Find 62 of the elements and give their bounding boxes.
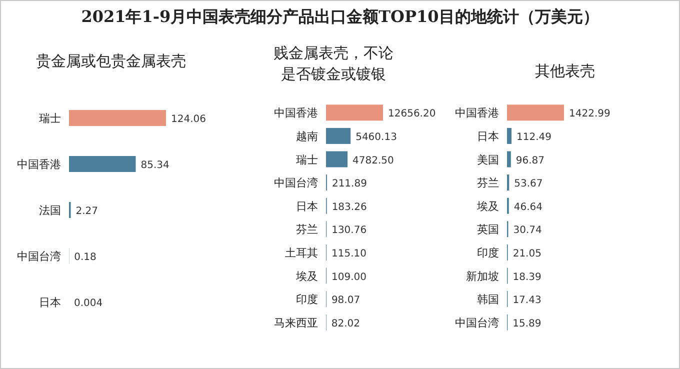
data-label: 85.34 bbox=[140, 160, 170, 171]
bar bbox=[69, 110, 166, 126]
y-tick-label: 日本 bbox=[296, 200, 318, 213]
data-label: 130.76 bbox=[332, 225, 367, 236]
data-label: 4782.50 bbox=[352, 155, 394, 166]
data-label: 96.87 bbox=[516, 155, 545, 166]
bar bbox=[326, 151, 348, 168]
data-label: 0.18 bbox=[74, 252, 96, 263]
bar bbox=[69, 156, 136, 172]
bar bbox=[507, 128, 512, 144]
bar bbox=[507, 151, 511, 168]
data-label: 53.67 bbox=[514, 178, 543, 190]
data-label: 115.10 bbox=[332, 248, 367, 260]
data-label: 21.05 bbox=[512, 248, 542, 260]
y-tick-label: 瑞士 bbox=[39, 112, 61, 125]
chart-subtitle: 贵金属或包贵金属表壳 bbox=[35, 51, 187, 72]
y-tick-label: 英国 bbox=[477, 223, 499, 236]
chart-subtitle: 其他表壳 bbox=[534, 61, 596, 82]
data-label: 5460.13 bbox=[356, 132, 397, 143]
y-tick-label: 中国台湾 bbox=[274, 176, 318, 190]
y-tick-label: 中国台湾 bbox=[17, 250, 61, 263]
y-tick-label: 法国 bbox=[39, 204, 61, 217]
data-label: 1422.99 bbox=[569, 108, 610, 120]
data-label: 18.39 bbox=[512, 272, 542, 283]
data-label: 17.43 bbox=[512, 295, 542, 306]
text: 2021年1-9月中国表壳细分产品出口金额TOP10目的地统计（万美元） bbox=[80, 7, 600, 28]
data-label: 211.89 bbox=[332, 178, 367, 190]
y-tick-label: 韩国 bbox=[477, 293, 499, 306]
y-tick-label: 埃及 bbox=[295, 270, 318, 283]
y-tick-label: 越南 bbox=[296, 130, 318, 143]
bar bbox=[507, 104, 564, 121]
chart-subtitle: 贱金属表壳，不论是否镀金或镀银 bbox=[272, 43, 394, 85]
bar bbox=[326, 128, 351, 144]
data-label: 82.02 bbox=[331, 318, 360, 330]
data-label: 109.00 bbox=[331, 272, 366, 283]
y-tick-label: 埃及 bbox=[476, 200, 499, 213]
y-tick-label: 中国香港 bbox=[17, 158, 61, 171]
y-tick-label: 日本 bbox=[39, 296, 61, 309]
data-label: 46.64 bbox=[514, 202, 543, 213]
bar bbox=[326, 104, 383, 121]
y-tick-label: 马来西亚 bbox=[274, 316, 318, 330]
y-tick-label: 中国香港 bbox=[274, 106, 318, 120]
y-tick-label: 印度 bbox=[296, 293, 318, 306]
y-tick-label: 印度 bbox=[477, 246, 499, 260]
data-label: 2.27 bbox=[76, 206, 98, 217]
y-tick-label: 中国香港 bbox=[455, 106, 499, 120]
data-label: 30.74 bbox=[513, 225, 542, 236]
y-tick-label: 美国 bbox=[477, 153, 499, 166]
y-tick-label: 中国台湾 bbox=[455, 316, 499, 330]
y-tick-label: 新加坡 bbox=[466, 270, 499, 283]
data-label: 124.06 bbox=[171, 114, 206, 125]
data-label: 183.26 bbox=[332, 202, 367, 213]
y-tick-label: 瑞士 bbox=[296, 153, 318, 166]
y-tick-label: 日本 bbox=[477, 130, 499, 143]
data-label: 0.004 bbox=[74, 298, 103, 309]
y-tick-label: 芬兰 bbox=[296, 223, 318, 236]
y-tick-label: 芬兰 bbox=[477, 176, 499, 190]
data-label: 15.89 bbox=[512, 318, 542, 330]
data-label: 112.49 bbox=[516, 132, 552, 143]
data-label: 98.07 bbox=[331, 295, 360, 306]
data-label: 12656.20 bbox=[388, 108, 436, 120]
y-tick-label: 土耳其 bbox=[285, 246, 318, 260]
